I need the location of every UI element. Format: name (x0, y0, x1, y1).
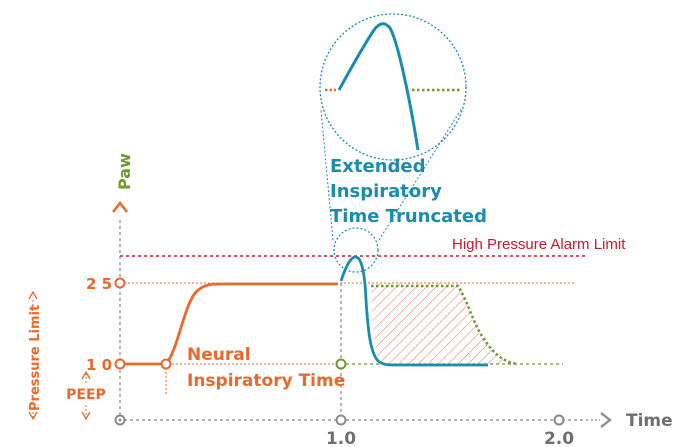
peep-label: PEEP (66, 387, 106, 403)
pressure-limit-indicator: Pressure Limit (24, 290, 43, 421)
truncated-pressure-spike (339, 255, 488, 367)
magnifier-small-circle (333, 227, 379, 273)
y-axis-arrow-icon (112, 200, 128, 213)
high-pressure-alarm-label: High Pressure Alarm Limit (452, 236, 626, 253)
y-axis-label: Paw (115, 153, 134, 190)
truncated-pressure-area (371, 283, 518, 364)
pressure-limit-up-arrow-icon (28, 290, 38, 300)
magnifier-large-circle (319, 13, 467, 161)
x-axis-label: Time (626, 411, 673, 431)
y-tick-10-label: 1 0 (86, 356, 112, 374)
peep-up-arrow-icon (81, 370, 91, 380)
zoom-spike-curve (337, 22, 420, 151)
extended-label-line3: Time Truncated (330, 206, 487, 227)
x-tick-2-label: 2.0 (544, 429, 574, 447)
neural-end-marker (335, 358, 347, 370)
delivered-pressure-curve (124, 282, 338, 366)
expected-pressure-curve (371, 284, 519, 366)
pressure-limit-label: Pressure Limit (28, 305, 43, 411)
neural-time-label-line2: Inspiratory Time (187, 371, 345, 391)
pressure-limit-down-arrow-icon (28, 411, 38, 421)
y-tick-10-marker (114, 358, 126, 370)
y-axis (112, 200, 128, 420)
x-tick-2-marker (553, 414, 565, 426)
y-tick-25-marker (114, 277, 126, 289)
peep-indicator: PEEP (62, 370, 110, 421)
peep-down-arrow-icon (81, 411, 91, 421)
extended-label-line2: Inspiratory (330, 181, 442, 202)
x-axis (124, 412, 612, 428)
extended-label-line1: Extended (330, 156, 426, 177)
neural-start-marker (160, 358, 172, 370)
x-axis-arrow-icon (600, 412, 612, 428)
magnifier (319, 13, 467, 273)
x-tick-1-marker (335, 414, 347, 426)
neural-time-label-line1: Neural (187, 345, 251, 365)
y-tick-25-label: 2 5 (86, 275, 112, 293)
x-tick-1-label: 1.0 (326, 429, 356, 447)
